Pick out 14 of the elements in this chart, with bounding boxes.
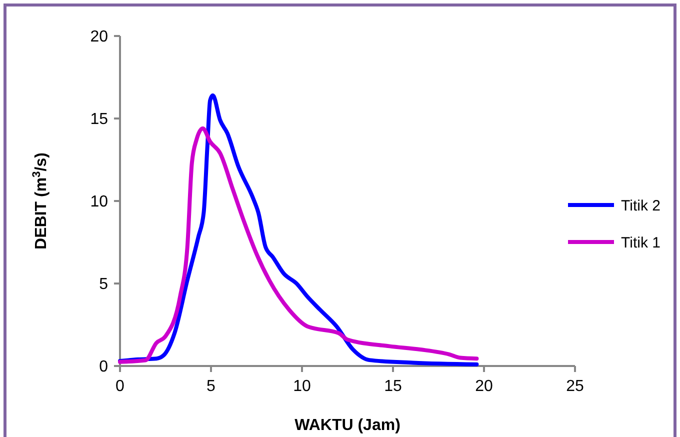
x-axis-title: WAKTU (Jam)	[294, 417, 400, 434]
x-tick-label: 0	[116, 378, 125, 395]
x-tick-label: 25	[566, 378, 584, 395]
x-tick-label: 5	[206, 378, 216, 395]
y-tick-label: 15	[90, 111, 108, 128]
y-tick-label: 0	[99, 358, 108, 376]
y-tick-label: 10	[90, 194, 108, 211]
y-tick-label: 5	[99, 276, 108, 294]
x-tick-label: 10	[293, 378, 311, 395]
y-tick-label: 20	[90, 28, 108, 46]
x-tick-label: 15	[384, 378, 402, 395]
legend-label: Titik 2	[621, 197, 660, 214]
x-tick-label: 20	[475, 378, 493, 395]
legend-label: Titik 1	[621, 234, 660, 252]
